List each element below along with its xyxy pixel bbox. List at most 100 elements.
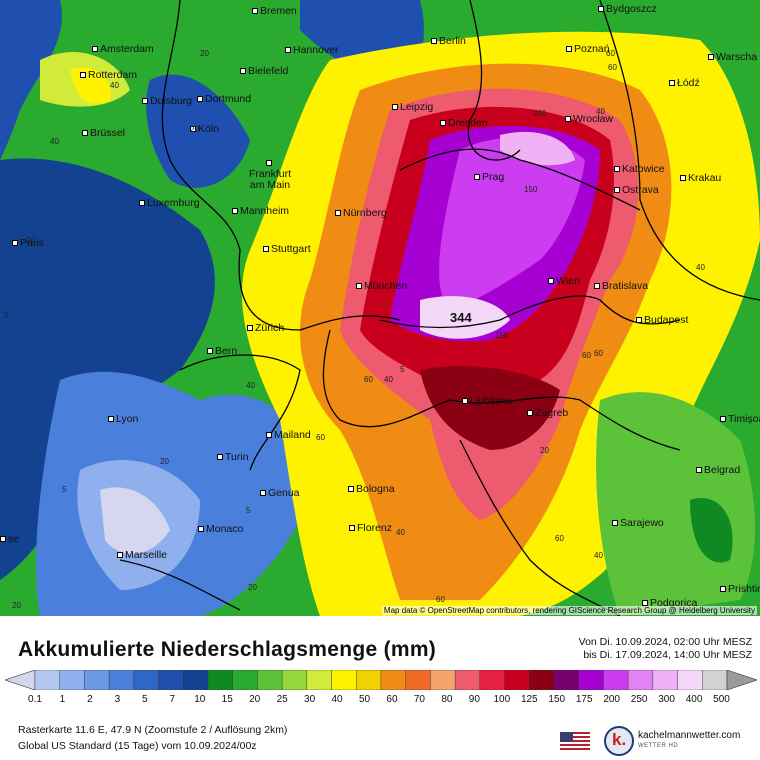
contour-label: 20 — [248, 583, 257, 592]
brand-logo[interactable]: k. kachelmannwetter.com WETTER HD — [604, 726, 754, 756]
scale-tick-label: 20 — [249, 694, 261, 705]
scale-swatch — [504, 670, 530, 690]
city-label: Duisburg — [142, 96, 192, 107]
scale-tick-label: 200 — [603, 694, 620, 705]
city-label: Hannover — [285, 45, 339, 56]
legend-footer: Akkumulierte Niederschlagsmenge (mm) Von… — [0, 618, 760, 760]
city-label: Rotterdam — [80, 70, 137, 81]
contour-label: 5 — [62, 485, 67, 494]
contour-label: 60 — [594, 349, 603, 358]
city-label: Prishtin — [720, 584, 760, 595]
scale-arrow-left — [5, 670, 36, 690]
city-label: Bern — [207, 346, 237, 357]
map-raster — [0, 0, 760, 616]
contour-label: 60 — [555, 534, 564, 543]
scale-tick-label: 10 — [194, 694, 206, 705]
scale-tick-label: 7 — [169, 694, 176, 705]
scale-swatch — [34, 670, 60, 690]
city-label: Genua — [260, 488, 300, 499]
scale-tick-label: 2 — [87, 694, 93, 705]
precipitation-map[interactable]: Bremen Amsterdam Rotterdam Hannover Berlin By… — [0, 0, 760, 618]
city-label: Berlin — [431, 36, 466, 47]
contour-label: 20 — [160, 457, 169, 466]
city-label: Brüssel — [82, 128, 125, 139]
scale-tick-label: 100 — [493, 694, 511, 705]
city-label: Luxemburg — [139, 198, 200, 209]
contour-label: 5 — [400, 365, 405, 374]
scale-swatch — [627, 670, 654, 690]
scale-swatch — [553, 670, 579, 690]
scale-tick-label: 1 — [59, 694, 66, 705]
scale-swatch — [479, 670, 505, 690]
scale-swatch — [108, 670, 135, 690]
city-label: Krakau — [680, 173, 721, 184]
scale-tick-label: 30 — [304, 694, 316, 705]
city-label: Bratislava — [594, 281, 648, 292]
contour-label: 200 — [533, 109, 547, 118]
city-label: Podgorica — [642, 598, 697, 609]
scale-swatch — [652, 670, 678, 690]
city-label: Poznań — [566, 44, 610, 55]
kachelmann-logo-icon: k. — [604, 726, 634, 756]
city-label: Bielefeld — [240, 66, 288, 77]
contour-label: 60 — [608, 63, 617, 72]
us-flag-icon[interactable] — [560, 732, 590, 750]
city-label: Łódź — [669, 78, 700, 89]
city-label: Budapest — [636, 315, 688, 326]
city-label: Mannheim — [232, 206, 289, 217]
contour-label: 60 — [606, 49, 615, 58]
scale-swatch — [133, 670, 159, 690]
city-label: Ljubljana — [462, 396, 512, 407]
period-from: Von Di. 10.09.2024, 02:00 Uhr MESZ — [578, 636, 752, 648]
scale-swatch — [356, 670, 382, 690]
scale-tick-label: 5 — [142, 694, 148, 705]
scale-tick-label: 250 — [630, 694, 648, 705]
scale-tick-label: 60 — [386, 694, 398, 705]
scale-swatch — [405, 670, 431, 690]
map-credit[interactable]: Map data © OpenStreetMap contributors, r… — [381, 606, 757, 615]
scale-tick-label: 500 — [713, 694, 730, 705]
contour-label: 60 — [316, 433, 325, 442]
map-title: Akkumulierte Niederschlagsmenge (mm) — [18, 638, 437, 661]
city-label: Zürich — [247, 323, 284, 334]
contour-label: 60 — [582, 351, 591, 360]
scale-tick-label: 300 — [658, 694, 675, 705]
scale-swatch — [702, 670, 728, 690]
scale-swatch — [331, 670, 357, 690]
city-label: Nürnberg — [335, 208, 387, 219]
city-label: Timișoa — [720, 414, 760, 425]
city-label: se — [0, 534, 19, 545]
scale-swatch — [454, 670, 481, 690]
scale-swatch — [603, 670, 629, 690]
country-borders — [119, 0, 760, 616]
city-label: Zagreb — [527, 408, 568, 419]
scale-tick-label: 0.1 — [28, 694, 42, 705]
contour-label: 20 — [190, 125, 199, 134]
scale-swatch — [677, 670, 703, 690]
model-info: Global US Standard (15 Tage) vom 10.09.2… — [18, 740, 257, 752]
scale-swatch — [281, 670, 308, 690]
city-label: Paris — [12, 238, 44, 249]
scale-swatch — [59, 670, 85, 690]
contour-label: 5 — [246, 506, 251, 515]
contour-label: 40 — [110, 81, 119, 90]
contour-label: 5 — [4, 311, 9, 320]
contour-label: 60 — [436, 595, 445, 604]
city-label: Warscha — [708, 52, 757, 63]
scale-tick-label: 3 — [114, 694, 121, 705]
raster-info: Rasterkarte 11.6 E, 47.9 N (Zoomstufe 2 … — [18, 724, 288, 736]
contour-label: 20 — [26, 236, 35, 245]
color-scale-ticks: 0.1 1 2 3 5 7 10 15 20 25 30 40 50 60 70 80 90 100 125 150 1… — [0, 694, 760, 708]
scale-swatch — [306, 670, 332, 690]
scale-tick-label: 125 — [520, 694, 538, 705]
city-label: Marseille — [117, 550, 167, 561]
city-label: Dortmund — [197, 94, 251, 105]
contour-label: 20 — [540, 446, 549, 455]
scale-tick-label: 70 — [413, 694, 425, 705]
city-label: München — [356, 281, 407, 292]
color-scale-bar — [5, 670, 757, 690]
scale-tick-label: 40 — [331, 694, 343, 705]
scale-swatch — [207, 670, 233, 690]
city-label: Bydgoszcz — [598, 4, 657, 15]
city-label: Prag — [474, 172, 504, 183]
